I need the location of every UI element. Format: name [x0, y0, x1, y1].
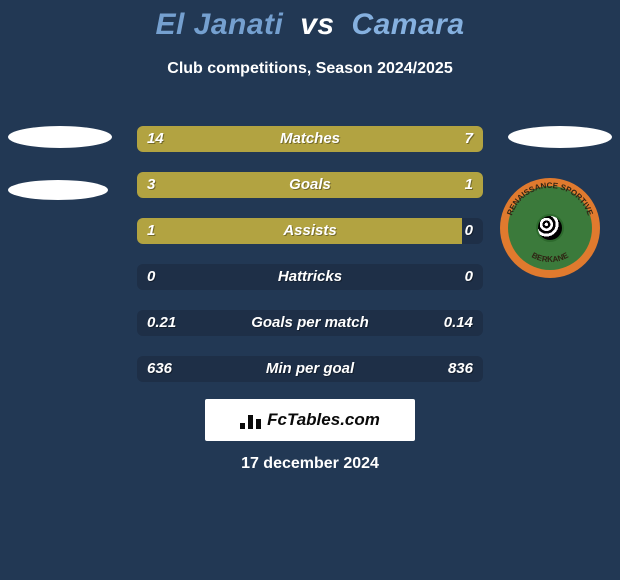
player-b-name: Camara	[351, 8, 464, 41]
watermark-text: FcTables.com	[267, 410, 380, 430]
stat-label: Assists	[137, 218, 483, 244]
stat-row: 10Assists	[137, 218, 483, 244]
club-badge: RENAISSANCE SPORTIVE BERKANE	[500, 178, 600, 278]
stat-row: 636836Min per goal	[137, 356, 483, 382]
page-title: El Janati vs Camara	[0, 8, 620, 42]
avatar-placeholder-left	[8, 180, 108, 200]
stat-row: 147Matches	[137, 126, 483, 152]
stat-row: 0.210.14Goals per match	[137, 310, 483, 336]
title-vs: vs	[300, 8, 334, 41]
player-a-name: El Janati	[155, 8, 283, 41]
badge-text-bottom: BERKANE	[530, 250, 570, 264]
stat-row: 31Goals	[137, 172, 483, 198]
stat-label: Hattricks	[137, 264, 483, 290]
stat-label: Goals per match	[137, 310, 483, 336]
stat-label: Min per goal	[137, 356, 483, 382]
bar-chart-icon	[240, 411, 261, 429]
subtitle: Club competitions, Season 2024/2025	[0, 60, 620, 78]
avatar-placeholder-right	[508, 126, 612, 148]
club-badge-ring-text: RENAISSANCE SPORTIVE BERKANE	[500, 178, 600, 278]
date-text: 17 december 2024	[0, 455, 620, 473]
avatar-placeholder-left	[8, 126, 112, 148]
fctables-watermark: FcTables.com	[205, 399, 415, 441]
stat-row: 00Hattricks	[137, 264, 483, 290]
comparison-infographic: El Janati vs Camara Club competitions, S…	[0, 0, 620, 580]
badge-text-top: RENAISSANCE SPORTIVE	[505, 181, 595, 217]
stat-label: Matches	[137, 126, 483, 152]
stat-label: Goals	[137, 172, 483, 198]
